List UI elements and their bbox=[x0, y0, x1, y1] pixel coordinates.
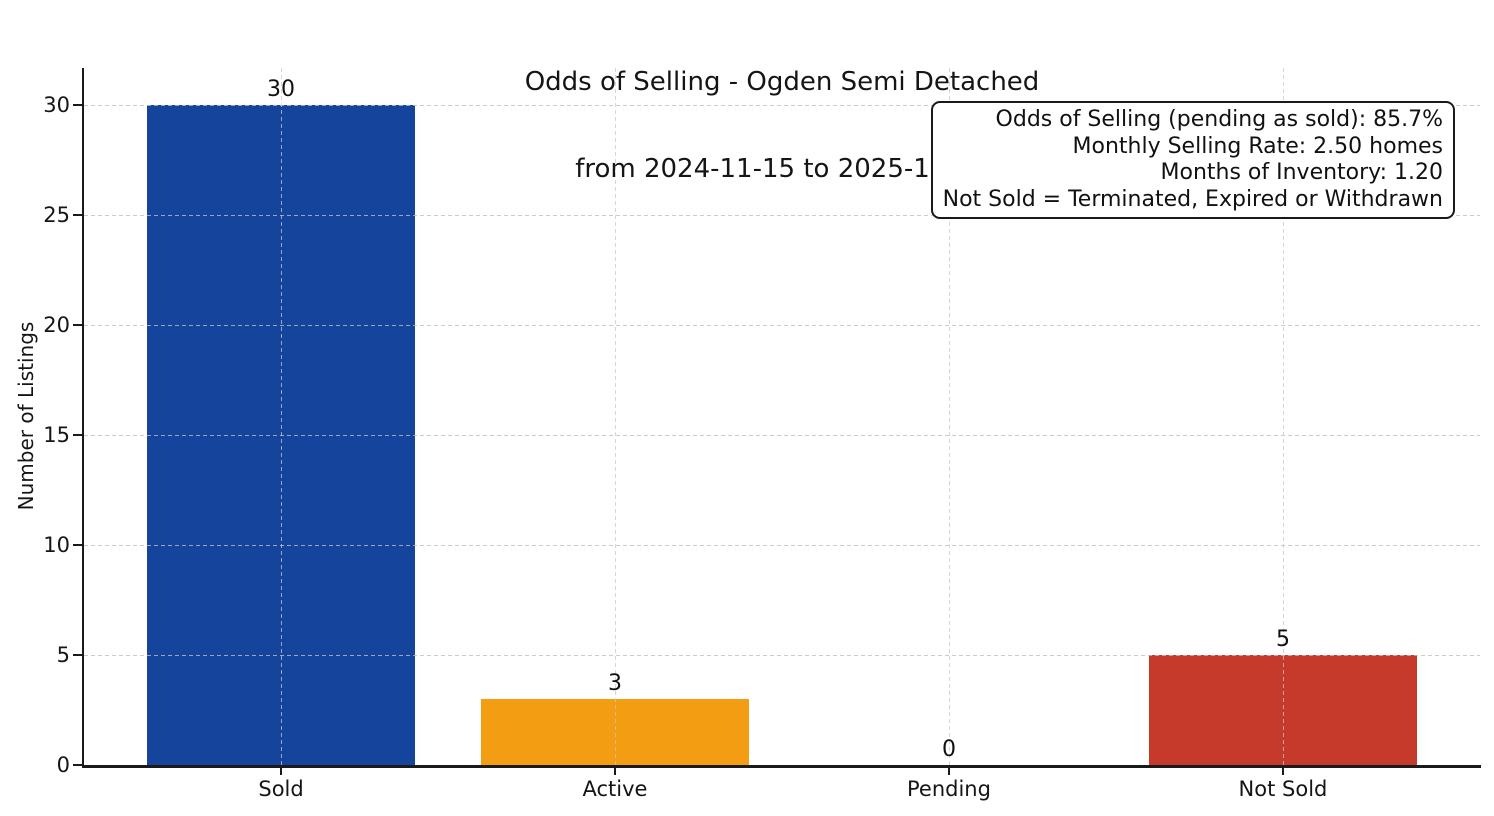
x-tick-label: Sold bbox=[258, 777, 304, 801]
x-tick-label: Active bbox=[582, 777, 648, 801]
y-tick-label: 15 bbox=[43, 423, 70, 448]
y-axis-label: Number of Listings bbox=[14, 321, 38, 511]
x-tick-label: Not Sold bbox=[1238, 777, 1328, 801]
x-axis-spine bbox=[81, 765, 1481, 768]
y-tick-mark bbox=[73, 544, 82, 547]
y-tick-label: 30 bbox=[43, 93, 70, 118]
y-axis-spine bbox=[81, 68, 84, 767]
annotation-line-months-inventory: Months of Inventory: 1.20 bbox=[1160, 160, 1443, 185]
y-tick-mark bbox=[73, 214, 82, 217]
bar-not-sold bbox=[1149, 655, 1417, 765]
gridline-horizontal bbox=[84, 325, 1480, 327]
x-tick-label: Pending bbox=[907, 777, 991, 801]
annotation-box: Odds of Selling (pending as sold): 85.7%… bbox=[930, 101, 1455, 219]
bar-value-label: 3 bbox=[608, 671, 622, 697]
gridline-vertical bbox=[615, 68, 616, 765]
annotation-line-not-sold-definition: Not Sold = Terminated, Expired or Withdr… bbox=[942, 186, 1443, 212]
annotation-line-monthly-rate: Monthly Selling Rate: 2.50 homes bbox=[1072, 133, 1443, 159]
bar-value-label: 30 bbox=[267, 77, 296, 103]
bar-value-label: 0 bbox=[941, 737, 956, 762]
chart-title-line1: Odds of Selling - Ogden Semi Detached bbox=[524, 67, 1040, 97]
y-tick-label: 25 bbox=[43, 203, 70, 228]
gridline-horizontal bbox=[84, 105, 1480, 107]
y-tick-label: 0 bbox=[56, 753, 70, 777]
gridline-horizontal bbox=[84, 545, 1480, 547]
y-tick-mark bbox=[73, 324, 82, 327]
x-tick-mark bbox=[947, 767, 950, 775]
annotation-line-odds: Odds of Selling (pending as sold): 85.7% bbox=[995, 107, 1443, 132]
gridline-vertical bbox=[281, 68, 283, 765]
gridline-vertical bbox=[1282, 68, 1284, 765]
gridline-horizontal bbox=[84, 215, 1480, 217]
x-tick-mark bbox=[614, 767, 616, 775]
y-tick-mark bbox=[73, 654, 82, 657]
x-tick-mark bbox=[280, 767, 283, 775]
gridline-horizontal bbox=[84, 435, 1480, 437]
y-tick-label: 10 bbox=[43, 533, 70, 558]
gridline-horizontal bbox=[84, 655, 1480, 657]
x-tick-mark bbox=[1281, 767, 1284, 775]
y-tick-mark bbox=[73, 104, 82, 107]
y-tick-mark bbox=[73, 764, 82, 766]
y-tick-mark bbox=[73, 434, 82, 437]
gridline-vertical bbox=[948, 68, 950, 765]
y-tick-label: 20 bbox=[43, 313, 70, 338]
bar-value-label: 5 bbox=[1275, 627, 1290, 653]
y-tick-label: 5 bbox=[56, 643, 70, 668]
